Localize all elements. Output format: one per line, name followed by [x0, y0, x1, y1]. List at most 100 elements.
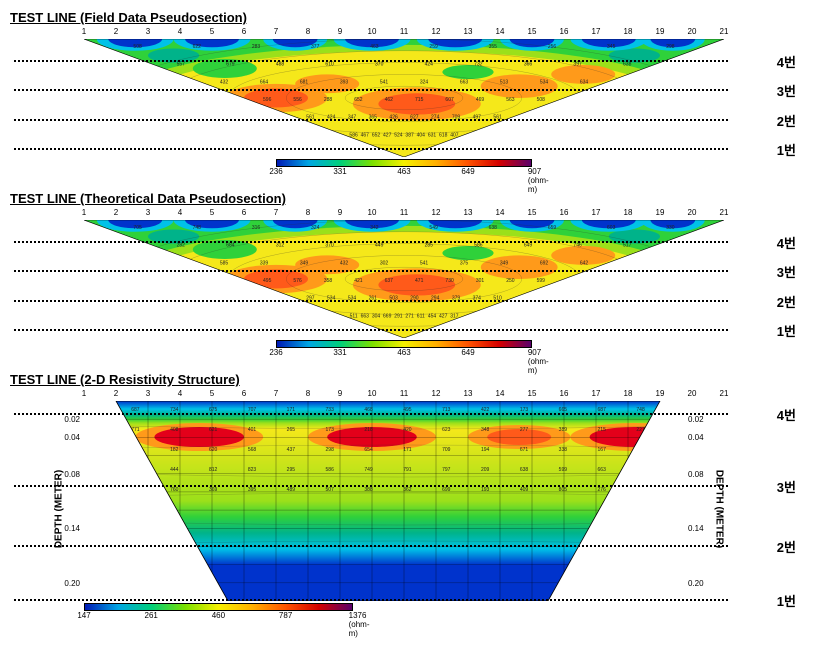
svg-text:603: 603: [607, 225, 616, 231]
svg-text:524: 524: [394, 132, 403, 138]
svg-text:358: 358: [324, 278, 333, 284]
svg-text:749: 749: [364, 467, 373, 473]
svg-text:291: 291: [394, 313, 403, 319]
svg-text:369: 369: [209, 487, 218, 493]
svg-text:250: 250: [506, 278, 515, 284]
field-title: TEST LINE (Field Data Pseudosection): [10, 10, 818, 25]
svg-text:684: 684: [226, 243, 235, 249]
svg-text:568: 568: [248, 447, 257, 453]
svg-text:508: 508: [537, 97, 546, 103]
marker-line: [14, 148, 728, 150]
svg-text:671: 671: [520, 447, 529, 453]
svg-text:642: 642: [580, 260, 589, 266]
svg-text:563: 563: [506, 97, 515, 103]
svg-text:508: 508: [133, 44, 142, 50]
svg-text:607: 607: [445, 97, 454, 103]
svg-text:282: 282: [177, 243, 186, 249]
svg-text:265: 265: [287, 427, 296, 433]
svg-text:663: 663: [460, 79, 469, 85]
svg-text:182: 182: [170, 447, 179, 453]
marker-label: 4번: [777, 56, 796, 69]
svg-text:288: 288: [324, 97, 333, 103]
marker-label: 3번: [777, 85, 796, 98]
marker-label: 1번: [777, 144, 796, 157]
theoretical-chart: 1234567891011121314151617181920217057483…: [10, 208, 800, 368]
svg-text:167: 167: [598, 447, 607, 453]
marker-label: 2번: [777, 541, 796, 554]
svg-text:599: 599: [537, 278, 546, 284]
svg-text:507: 507: [326, 487, 335, 493]
svg-text:421: 421: [354, 278, 363, 284]
marker-line: [14, 413, 728, 415]
resistivity-chart: 1234567891011121314151617181920216877346…: [10, 389, 800, 629]
svg-text:283: 283: [252, 44, 261, 50]
svg-text:355: 355: [489, 44, 498, 50]
svg-text:218: 218: [364, 427, 373, 433]
svg-text:362: 362: [403, 487, 412, 493]
svg-text:586: 586: [326, 467, 335, 473]
svg-text:488: 488: [276, 62, 285, 68]
svg-text:797: 797: [442, 467, 451, 473]
svg-text:330: 330: [666, 225, 675, 231]
svg-text:244: 244: [131, 447, 140, 453]
marker-line: [14, 300, 728, 302]
marker-line: [14, 89, 728, 91]
svg-text:395: 395: [248, 487, 257, 493]
marker-label: 2번: [777, 296, 796, 309]
svg-text:663: 663: [598, 467, 607, 473]
marker-line: [14, 329, 728, 331]
svg-text:349: 349: [300, 260, 309, 266]
marker-line: [14, 119, 728, 121]
svg-text:449: 449: [375, 243, 384, 249]
marker-label: 4번: [777, 409, 796, 422]
svg-text:467: 467: [361, 132, 370, 138]
marker-line: [14, 241, 728, 243]
svg-text:409: 409: [520, 487, 529, 493]
svg-text:489: 489: [287, 487, 296, 493]
svg-text:585: 585: [220, 260, 229, 266]
svg-text:432: 432: [340, 260, 349, 266]
svg-text:366: 366: [524, 62, 533, 68]
marker-label: 4번: [777, 237, 796, 250]
svg-text:277: 277: [520, 427, 529, 433]
svg-text:215: 215: [598, 427, 607, 433]
svg-text:393: 393: [340, 79, 349, 85]
svg-text:611: 611: [417, 313, 425, 319]
svg-text:746: 746: [573, 243, 582, 249]
svg-text:256: 256: [548, 44, 557, 50]
theoretical-panel: TEST LINE (Theoretical Data Pseudosectio…: [10, 191, 818, 368]
svg-text:549: 549: [429, 225, 438, 231]
svg-text:681: 681: [300, 79, 309, 85]
svg-text:634: 634: [580, 79, 589, 85]
svg-text:705: 705: [133, 225, 142, 231]
svg-text:298: 298: [666, 44, 675, 50]
svg-text:377: 377: [311, 44, 320, 50]
svg-text:349: 349: [500, 260, 509, 266]
svg-text:621: 621: [209, 427, 218, 433]
svg-text:194: 194: [481, 447, 490, 453]
svg-text:823: 823: [248, 467, 257, 473]
svg-text:387: 387: [405, 132, 414, 138]
svg-text:752: 752: [636, 467, 645, 473]
svg-text:586: 586: [474, 243, 483, 249]
svg-text:638: 638: [489, 225, 498, 231]
svg-text:196: 196: [636, 487, 645, 493]
svg-text:298: 298: [326, 447, 335, 453]
svg-text:623: 623: [442, 427, 451, 433]
marker-label: 3번: [777, 266, 796, 279]
svg-text:401: 401: [248, 427, 257, 433]
svg-text:618: 618: [439, 132, 448, 138]
svg-text:715: 715: [415, 97, 424, 103]
svg-text:370: 370: [636, 447, 645, 453]
svg-text:427: 427: [383, 132, 392, 138]
svg-text:692: 692: [540, 260, 549, 266]
svg-text:652: 652: [372, 132, 381, 138]
svg-text:389: 389: [559, 427, 568, 433]
svg-text:638: 638: [520, 467, 529, 473]
svg-text:209: 209: [481, 467, 490, 473]
svg-text:699: 699: [442, 487, 451, 493]
svg-text:193: 193: [481, 487, 490, 493]
svg-text:454: 454: [428, 313, 437, 319]
svg-text:304: 304: [372, 313, 381, 319]
svg-text:462: 462: [385, 97, 394, 103]
